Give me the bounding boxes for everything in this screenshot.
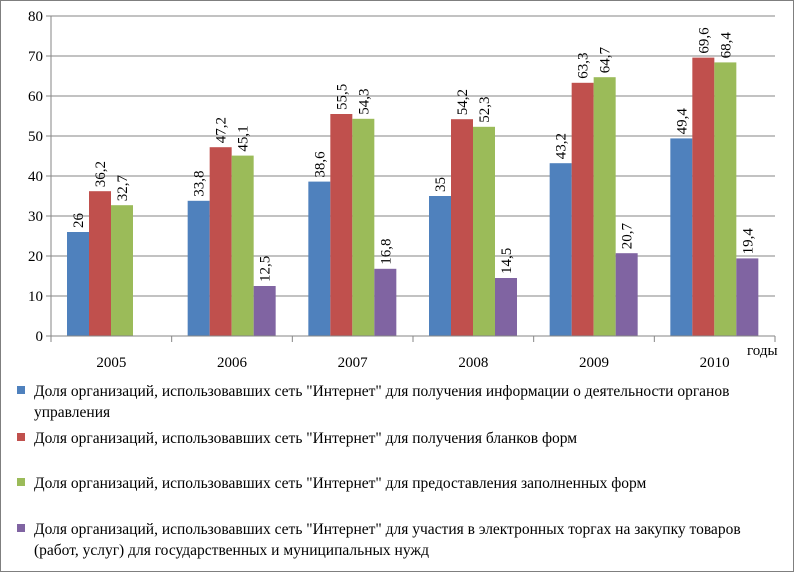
- bar-s4-2006: [253, 286, 276, 336]
- y-tick-label-20: 20: [28, 249, 43, 265]
- y-tick-label-30: 30: [28, 209, 43, 225]
- bar-s3-2008: [473, 126, 495, 336]
- y-tick-label-0: 0: [36, 329, 44, 345]
- legend-swatch-3: [17, 478, 25, 486]
- data-label-s3-2006: 45,1: [236, 125, 252, 151]
- y-tick-label-70: 70: [28, 49, 43, 65]
- legend-label-3: Доля организаций, использовавших сеть "И…: [34, 475, 647, 492]
- data-label-s2-2010: 69,6: [696, 27, 712, 54]
- y-tick-label-60: 60: [28, 89, 43, 105]
- data-label-s1-2008: 35: [433, 177, 449, 192]
- x-tick-label-2008: 2008: [458, 355, 488, 371]
- data-label-s4-2008: 14,5: [499, 248, 515, 274]
- legend-swatch-4: [17, 524, 25, 532]
- x-tick-label-2010: 2010: [700, 355, 730, 371]
- data-label-s3-2009: 64,7: [598, 46, 614, 73]
- data-label-s1-2010: 49,4: [674, 108, 690, 135]
- bar-s1-2008: [429, 196, 451, 336]
- data-label-s2-2007: 55,5: [334, 84, 350, 110]
- x-axis-title: годы: [747, 343, 778, 359]
- bar-s4-2010: [736, 258, 759, 336]
- x-tick-label-2009: 2009: [579, 355, 609, 371]
- data-label-s1-2009: 43,2: [554, 133, 570, 159]
- bar-s2-2008: [451, 119, 473, 336]
- x-tick-label-2005: 2005: [96, 355, 126, 371]
- legend-label-4: Доля организаций, использовавших сеть "И…: [34, 521, 741, 559]
- y-tick-label-80: 80: [28, 9, 43, 25]
- data-label-s2-2005: 36,2: [93, 161, 109, 187]
- data-label-s3-2007: 54,3: [356, 89, 372, 115]
- data-label-s3-2005: 32,7: [115, 174, 131, 201]
- data-label-s1-2005: 26: [71, 213, 87, 229]
- bar-s4-2008: [495, 278, 517, 336]
- bar-s2-2005: [89, 191, 111, 336]
- bar-s2-2009: [571, 82, 594, 336]
- bar-s3-2010: [714, 62, 737, 337]
- x-tick-label-2006: 2006: [217, 355, 248, 371]
- bar-s3-2009: [593, 77, 616, 336]
- bar-s3-2006: [231, 155, 254, 336]
- data-label-s1-2007: 38,6: [312, 151, 328, 178]
- y-tick-label-50: 50: [28, 129, 43, 145]
- y-tick-label-10: 10: [28, 289, 43, 305]
- data-label-s4-2006: 12,5: [258, 256, 274, 282]
- data-label-s4-2010: 19,4: [740, 228, 756, 255]
- data-label-s4-2009: 20,7: [620, 222, 636, 249]
- legend-label-2: Доля организаций, использовавших сеть "И…: [34, 430, 578, 447]
- legend-label-1: Доля организаций, использовавших сеть "И…: [34, 383, 730, 421]
- bar-s2-2010: [692, 57, 715, 336]
- bar-s1-2005: [67, 232, 89, 336]
- bar-s2-2006: [209, 147, 232, 336]
- data-label-s3-2010: 68,4: [718, 32, 734, 59]
- legend-swatch-1: [17, 386, 25, 394]
- bar-s4-2009: [615, 253, 638, 336]
- bar-s4-2007: [374, 268, 397, 336]
- legend-swatch-2: [17, 433, 25, 441]
- bar-s1-2010: [670, 138, 693, 336]
- x-tick-label-2007: 2007: [338, 355, 369, 371]
- bar-s1-2006: [187, 200, 210, 336]
- bar-s3-2005: [111, 205, 133, 336]
- data-label-s2-2008: 54,2: [455, 89, 471, 115]
- data-label-s1-2006: 33,8: [192, 171, 208, 197]
- bar-s1-2007: [308, 181, 331, 336]
- data-label-s3-2008: 52,3: [477, 97, 493, 123]
- bar-s3-2007: [352, 118, 375, 336]
- data-label-s2-2009: 63,3: [576, 53, 592, 79]
- bar-s1-2009: [549, 163, 572, 336]
- bar-s2-2007: [330, 114, 353, 336]
- y-tick-label-40: 40: [28, 169, 43, 185]
- data-label-s4-2007: 16,8: [378, 239, 394, 265]
- data-label-s2-2006: 47,2: [214, 117, 230, 143]
